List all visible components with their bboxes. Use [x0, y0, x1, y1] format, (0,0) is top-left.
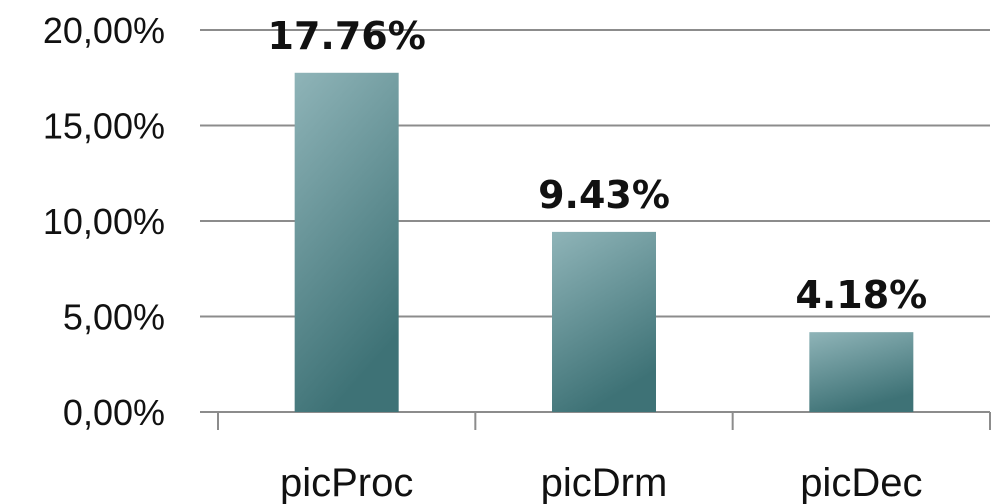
x-category-label: picDrm: [541, 461, 668, 504]
bar-picDrm: [552, 231, 656, 412]
bars: [294, 72, 914, 412]
y-tick-label: 20,00%: [43, 10, 165, 51]
axes: [217, 412, 991, 430]
data-label-picProc: 17.76%: [268, 14, 426, 58]
bar-picDec: [809, 332, 914, 412]
labels: 0,00% 5,00% 10,00% 15,00% 20,00% 17.76% picPro…: [43, 10, 927, 504]
y-tick-label: 15,00%: [43, 106, 165, 147]
data-label-picDec: 4.18%: [795, 273, 927, 317]
y-tick-label: 10,00%: [43, 201, 165, 242]
x-category-label: picDec: [800, 461, 922, 504]
y-tick-label: 5,00%: [63, 297, 165, 338]
x-category-label: picProc: [280, 461, 413, 504]
y-tick-label: 0,00%: [63, 392, 165, 433]
data-label-picDrm: 9.43%: [538, 173, 670, 217]
bar-picProc: [294, 72, 399, 412]
